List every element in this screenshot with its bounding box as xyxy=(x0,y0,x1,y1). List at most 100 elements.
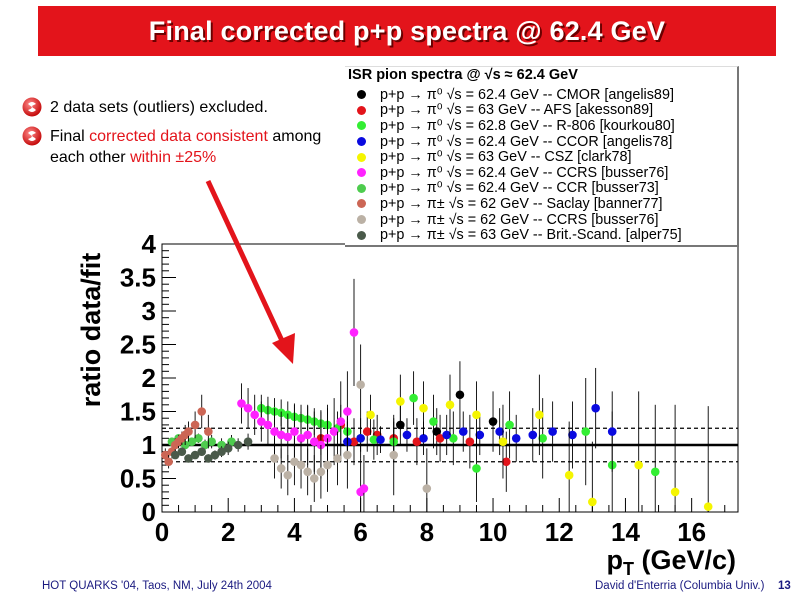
data-point xyxy=(376,435,385,444)
data-point xyxy=(409,393,418,403)
data-point xyxy=(511,434,521,443)
data-point xyxy=(528,430,538,440)
data-point xyxy=(607,427,617,436)
legend-entry: p+p → π⁰ √s = 62.4 GeV -- CMOR [angelis8… xyxy=(357,87,682,103)
legend-label: p+p → π± √s = 62 GeV -- Saclay [banner77… xyxy=(380,195,663,212)
x-tick-label: 8 xyxy=(420,517,434,547)
bullet-item: Final corrected data consistent among ea… xyxy=(22,126,352,168)
data-point xyxy=(303,467,312,477)
footer-conference: HOT QUARKS '04, Taos, NM, July 24th 2004 xyxy=(42,580,272,592)
data-point xyxy=(177,447,187,457)
data-point xyxy=(263,420,273,430)
legend-title: ISR pion spectra @ √s ≈ 62.4 GeV xyxy=(348,67,578,83)
legend-entry: p+p → π⁰ √s = 62.8 GeV -- R-806 [kourkou… xyxy=(357,118,682,134)
x-tick-label: 2 xyxy=(221,517,235,547)
data-point xyxy=(184,427,193,436)
x-axis-title-sub: T xyxy=(623,559,634,579)
data-point xyxy=(356,380,365,390)
data-point xyxy=(257,417,266,426)
data-point xyxy=(161,450,170,460)
data-point xyxy=(445,400,455,410)
legend-marker xyxy=(357,90,366,100)
x-tick-label: 4 xyxy=(287,517,302,547)
data-point xyxy=(591,403,600,413)
legend-marker xyxy=(357,183,366,193)
legend-entry: p+p → π⁰ √s = 62.4 GeV -- CCRS [busser76… xyxy=(357,165,682,181)
data-point xyxy=(634,460,643,470)
x-tick-label: 0 xyxy=(155,517,169,547)
data-point xyxy=(204,427,213,436)
data-point xyxy=(581,427,591,436)
legend-marker xyxy=(357,215,366,225)
data-point xyxy=(495,427,504,436)
legend-marker xyxy=(357,152,366,162)
data-point xyxy=(472,464,481,473)
y-tick-label: 0.5 xyxy=(120,464,156,494)
y-tick-label: 2 xyxy=(142,363,156,393)
data-point xyxy=(296,460,306,470)
data-point xyxy=(194,434,203,443)
data-point xyxy=(389,450,399,460)
data-point xyxy=(290,457,299,467)
page-number: 13 xyxy=(778,580,791,592)
legend-label: p+p → π⁰ √s = 62.4 GeV -- CCR [busser73] xyxy=(380,180,659,197)
data-point xyxy=(412,437,422,446)
legend-marker xyxy=(357,105,366,115)
data-point xyxy=(336,417,346,426)
data-point xyxy=(568,430,577,440)
data-point xyxy=(429,417,438,426)
bullet-plain-text: among each other xyxy=(50,128,322,166)
legend-entries: p+p → π⁰ √s = 62.4 GeV -- CMOR [angelis8… xyxy=(357,87,682,243)
data-point xyxy=(197,407,207,416)
data-point xyxy=(488,417,498,426)
data-point xyxy=(323,460,332,470)
data-point xyxy=(588,497,597,507)
annotation-arrow-head xyxy=(272,333,295,364)
data-point xyxy=(283,470,293,480)
data-point xyxy=(458,427,468,436)
data-point xyxy=(210,450,220,460)
data-point xyxy=(309,437,319,446)
data-point xyxy=(276,430,286,440)
data-point xyxy=(396,397,405,406)
data-point xyxy=(362,427,372,436)
data-point xyxy=(472,410,481,420)
legend-label: p+p → π⁰ √s = 62.4 GeV -- CMOR [angelis8… xyxy=(380,86,674,103)
data-point xyxy=(505,420,514,430)
y-tick-label: 3.5 xyxy=(120,263,156,293)
data-point xyxy=(270,454,279,463)
x-axis-title-p: p xyxy=(606,545,623,575)
bullet-item: 2 data sets (outliers) excluded. xyxy=(22,97,352,118)
data-point xyxy=(243,437,253,446)
data-point xyxy=(200,440,210,450)
legend-label: p+p → π± √s = 62 GeV -- CCRS [busser76] xyxy=(380,211,659,228)
legend-entry: p+p → π⁰ √s = 62.4 GeV -- CCOR [angelis7… xyxy=(357,134,682,150)
data-point xyxy=(435,434,445,443)
data-point xyxy=(303,430,312,440)
data-point xyxy=(465,437,475,446)
data-point xyxy=(190,420,200,430)
x-tick-label: 16 xyxy=(677,517,706,547)
data-point xyxy=(270,427,279,436)
data-point xyxy=(243,403,253,413)
data-point xyxy=(207,437,216,446)
legend-entry: p+p → π⁰ √s = 63 GeV -- CSZ [clark78] xyxy=(357,149,682,165)
y-tick-label: 1.5 xyxy=(120,397,156,427)
y-tick-label: 2.5 xyxy=(120,330,156,360)
bullet-plain-text: Final xyxy=(50,128,90,145)
legend-label: p+p → π⁰ √s = 63 GeV -- CSZ [clark78] xyxy=(380,149,632,166)
data-point xyxy=(250,410,259,420)
data-point xyxy=(356,434,365,443)
data-point xyxy=(419,403,428,413)
data-point xyxy=(359,484,369,493)
data-point xyxy=(296,434,306,443)
data-point xyxy=(217,447,226,457)
legend-entry: p+p → π⁰ √s = 63 GeV -- AFS [akesson89] xyxy=(357,102,682,118)
y-tick-label: 3 xyxy=(142,296,156,326)
data-point xyxy=(237,399,246,408)
data-point xyxy=(670,487,680,497)
data-point xyxy=(402,430,412,440)
y-tick-label: 4 xyxy=(142,229,157,259)
data-point xyxy=(170,450,180,460)
legend-marker xyxy=(357,121,366,131)
